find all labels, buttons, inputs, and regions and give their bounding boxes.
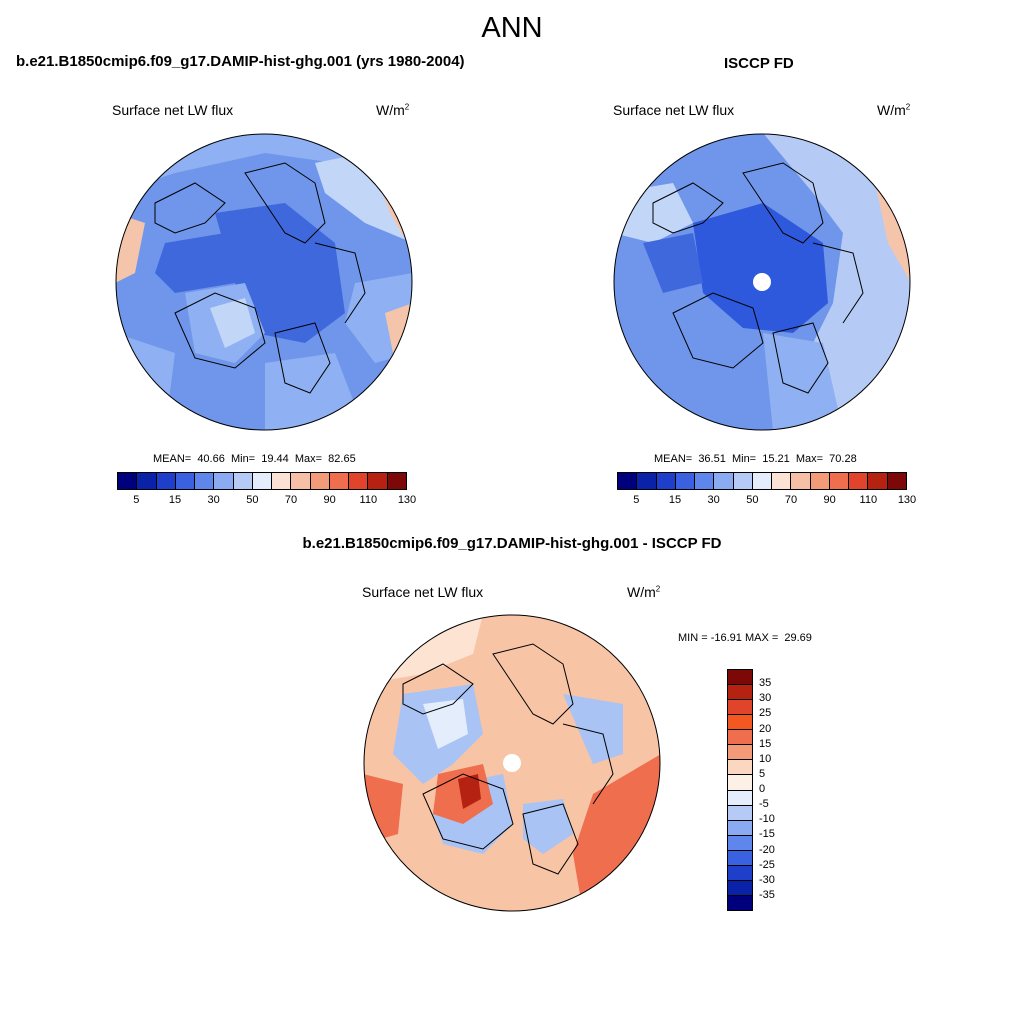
panel2-colorbar-tick-label: 130 — [897, 494, 917, 506]
panel2-colorbar-swatch — [887, 473, 906, 489]
panel3-title: b.e21.B1850cmip6.f09_g17.DAMIP-hist-ghg.… — [302, 535, 722, 552]
panel3-colorbar: 35 30 25 20 15 10 5 0 -5 -10 -15 -20 -25 -30 -35 — [727, 669, 775, 911]
panel1-colorbar-swatch — [175, 473, 196, 489]
panel3-colorbar-swatch — [728, 895, 752, 910]
panel3-units: W/m2 — [627, 584, 661, 600]
panel1-colorbar-tick-label: 30 — [207, 494, 220, 506]
panel3-colorbar-swatch — [728, 700, 752, 716]
panel1-colorbar-swatch — [156, 473, 176, 489]
panel3-colorbar-label: 10 — [759, 752, 772, 765]
panel2-colorbar: 5 15 30 50 70 90 110 130 — [617, 472, 916, 506]
panel3-colorbar-label: -30 — [759, 873, 775, 886]
panel1-colorbar-tick-label: 5 — [133, 494, 140, 506]
panel1-colorbar-swatch — [233, 473, 253, 489]
panel2-colorbar-tick-label: 70 — [784, 494, 798, 506]
panel1-colorbar-tick-label: 70 — [284, 494, 298, 506]
panel1-colorbar-tick-label: 15 — [168, 494, 182, 506]
panel3-colorbar-swatch — [728, 850, 752, 866]
panel2-colorbar-tick-label: 50 — [746, 494, 759, 506]
panel1-colorbar-swatch — [310, 473, 330, 489]
panel3-colorbar-label: 30 — [759, 692, 772, 705]
panel2-colorbar-tick-label: 15 — [668, 494, 682, 506]
panel2-colorbar-swatch — [791, 473, 811, 489]
panel2-colorbar-swatch — [656, 473, 676, 489]
panel1-colorbar-swatch — [329, 473, 350, 489]
panel1-colorbar-swatch — [291, 473, 311, 489]
panel3-colorbar-label: -20 — [759, 843, 775, 856]
panel1-colorbar-tick-label: 110 — [359, 494, 378, 506]
panel3-colorbar-swatch — [728, 805, 752, 821]
panel1-colorbar-tick-label: 130 — [397, 494, 417, 506]
panel3-colorbar-label: 5 — [759, 767, 766, 780]
panel2-stats: MEAN= 36.51 Min= 15.21 Max= 70.28 — [654, 453, 857, 465]
panel3-colorbar-label: -35 — [759, 888, 775, 901]
panel2-colorbar-swatch — [829, 473, 850, 489]
panel1-colorbar-swatch — [118, 473, 138, 489]
panel1-colorbar-swatch — [195, 473, 215, 489]
panel3-colorbar-swatch — [728, 685, 752, 701]
panel2-colorbar-swatch — [618, 473, 638, 489]
panel3-colorbar-label: -10 — [759, 813, 775, 826]
panel2-colorbar-swatch — [733, 473, 753, 489]
panel1-colorbar-swatch — [349, 473, 369, 489]
panel2-colorbar-swatch — [752, 473, 773, 489]
panel2-colorbar-tick-label: 90 — [823, 494, 836, 506]
panel2-colorbar-swatch — [810, 473, 830, 489]
panel3-colorbar-swatch — [728, 670, 752, 686]
panel3-colorbar-swatch — [728, 760, 752, 776]
panel1-stats: MEAN= 40.66 Min= 19.44 Max= 82.65 — [153, 453, 356, 465]
panel2-variable: Surface net LW flux — [613, 102, 735, 118]
panel3-colorbar-label: 35 — [759, 677, 772, 690]
panel2-colorbar-swatch — [849, 473, 869, 489]
panel3-colorbar-label: -15 — [759, 828, 775, 841]
panel1-title: b.e21.B1850cmip6.f09_g17.DAMIP-hist-ghg.… — [16, 53, 465, 70]
panel1-colorbar-swatch — [272, 473, 292, 489]
panel2-colorbar-swatch — [637, 473, 657, 489]
panel2-colorbar-swatch — [868, 473, 888, 489]
panel2-colorbar-swatch — [714, 473, 734, 489]
panel1-colorbar: 5 15 30 50 70 90 110 130 — [117, 472, 416, 506]
panel1-colorbar-tick-label: 90 — [323, 494, 336, 506]
panel2-colorbar-tick-label: 110 — [859, 494, 878, 506]
main-title: ANN — [481, 12, 543, 44]
panel3-stats: MIN = -16.91 MAX = 29.69 — [678, 632, 812, 644]
panel2-colorbar-tick-label: 30 — [707, 494, 720, 506]
panel3-colorbar-swatch — [728, 775, 752, 791]
panel3-colorbar-swatch — [728, 790, 752, 806]
panel3-colorbar-label: 15 — [759, 737, 772, 750]
panel1-variable: Surface net LW flux — [112, 102, 234, 118]
panel2-title: ISCCP FD — [724, 55, 794, 72]
panel1-colorbar-tick-label: 50 — [246, 494, 259, 506]
panel3-colorbar-swatch — [728, 745, 752, 761]
panel3-colorbar-swatch — [728, 865, 752, 881]
panel1-colorbar-swatch — [387, 473, 406, 489]
panel3-colorbar-label: 20 — [759, 722, 772, 735]
panel3-colorbar-label: 25 — [759, 707, 772, 720]
panel3-colorbar-swatch — [728, 820, 752, 836]
panel2-colorbar-swatch — [675, 473, 696, 489]
panel1-colorbar-swatch — [214, 473, 234, 489]
panel1-colorbar-swatch — [368, 473, 388, 489]
panel1-colorbar-swatch — [137, 473, 157, 489]
panel3-colorbar-swatch — [728, 730, 752, 746]
panel3-colorbar-label: -25 — [759, 858, 775, 871]
panel3-polar-map — [363, 614, 661, 912]
panel1-units: W/m2 — [376, 102, 410, 118]
panel1-colorbar-swatch — [252, 473, 273, 489]
panel3-variable: Surface net LW flux — [362, 584, 484, 600]
panel3-colorbar-label: 0 — [759, 783, 766, 795]
panel3-colorbar-label: -5 — [759, 798, 769, 811]
panel2-colorbar-swatch — [772, 473, 792, 489]
panel3-colorbar-swatch — [728, 880, 752, 896]
panel3-colorbar-swatch — [728, 835, 752, 851]
panel2-colorbar-tick-label: 5 — [633, 494, 640, 506]
panel2-units: W/m2 — [877, 102, 911, 118]
panel2-polar-map — [613, 133, 911, 431]
panel2-colorbar-swatch — [695, 473, 715, 489]
panel3-colorbar-swatch — [728, 715, 752, 731]
panel1-polar-map — [115, 133, 413, 431]
